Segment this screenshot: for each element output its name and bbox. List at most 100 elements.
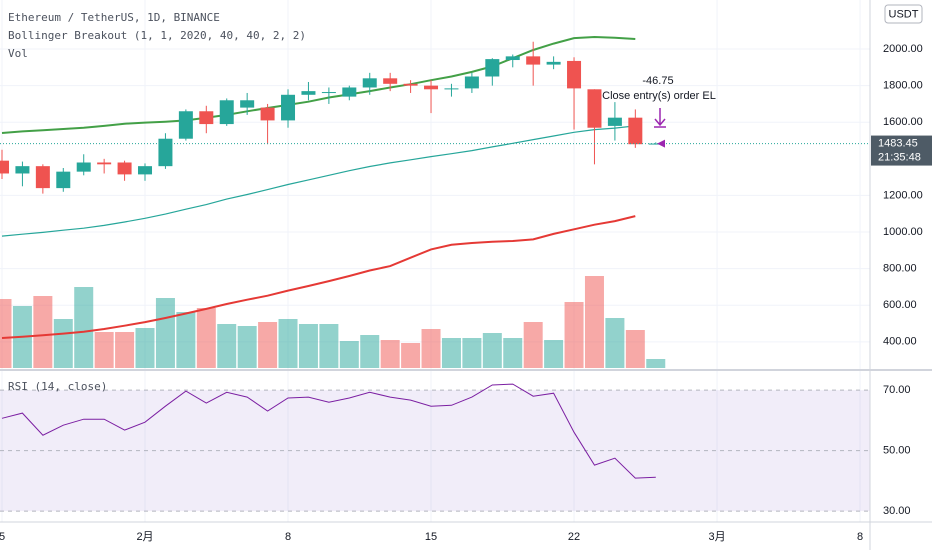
- candle-body: [505, 56, 520, 61]
- volume-bar: [115, 332, 135, 368]
- x-tick-label: 5: [0, 531, 5, 543]
- candle-body: [628, 117, 643, 145]
- candle-body: [424, 85, 439, 90]
- y-tick-label: 800.00: [883, 263, 917, 275]
- exit-arrow: [654, 108, 666, 128]
- volume-bar: [33, 296, 53, 368]
- currency-button[interactable]: [884, 4, 923, 24]
- candle-body: [97, 162, 112, 165]
- volume-bar: [605, 318, 625, 368]
- volume-bar: [53, 319, 73, 368]
- candle-body: [546, 61, 561, 65]
- volume-bar: [584, 276, 604, 368]
- candle-body: [301, 91, 316, 95]
- rsi-tick-label: 50.00: [883, 445, 911, 457]
- candle-body: [138, 166, 153, 175]
- volume-bar: [176, 312, 196, 368]
- volume-bar: [625, 330, 645, 368]
- volume-label: Vol: [8, 47, 28, 60]
- volume-bar: [401, 343, 421, 368]
- volume-bar: [360, 335, 380, 368]
- rsi-line: [1, 383, 656, 479]
- volume-bar: [196, 308, 216, 368]
- candle-body: [342, 87, 357, 97]
- candle-body: [0, 160, 9, 174]
- chart-title: Ethereum / TetherUS, 1D, BINANCE: [8, 11, 220, 24]
- y-tick-label: 600.00: [883, 299, 917, 311]
- candle-body: [35, 166, 50, 189]
- trade-profit: -46.75: [642, 75, 673, 87]
- candle-body: [240, 100, 255, 108]
- volume-bar: [155, 298, 175, 368]
- y-tick-label: 400.00: [883, 336, 917, 348]
- last-price-label: 1483.45: [878, 137, 918, 149]
- candle-body: [199, 111, 214, 125]
- countdown-label: 21:35:48: [878, 151, 921, 163]
- volume-bar: [237, 326, 257, 368]
- candle-body: [15, 166, 30, 174]
- x-tick-label: 2月: [136, 531, 153, 543]
- candle-body: [260, 107, 275, 121]
- volume-bar: [0, 299, 12, 368]
- last-price-box: [871, 135, 932, 166]
- volume-bar: [278, 319, 298, 368]
- volume-bar: [217, 324, 237, 368]
- band-line: [1, 125, 636, 237]
- y-tick-label: 1000.00: [883, 226, 923, 238]
- band-line: [1, 35, 636, 134]
- volume-bar: [564, 302, 584, 368]
- trade-label: Close entry(s) order EL: [602, 90, 716, 102]
- volume-bar: [74, 287, 94, 368]
- candle-body: [526, 56, 541, 65]
- volume-bar: [94, 332, 114, 368]
- candle-body: [648, 143, 663, 145]
- candle-body: [383, 78, 398, 84]
- volume-bar: [441, 338, 461, 368]
- band-line: [1, 215, 636, 339]
- candle-body: [444, 88, 459, 90]
- x-tick-label: 8: [857, 531, 863, 543]
- x-tick-label: 8: [285, 531, 291, 543]
- x-tick-label: 3月: [708, 531, 725, 543]
- volume-bar: [135, 328, 155, 368]
- volume-bar: [339, 341, 359, 368]
- y-tick-label: 1600.00: [883, 116, 923, 128]
- candle-body: [403, 83, 418, 86]
- candle-body: [362, 78, 377, 88]
- candle-body: [56, 171, 71, 189]
- candle-body: [464, 76, 479, 89]
- candle-body: [587, 89, 602, 128]
- y-tick-label: 1200.00: [883, 189, 923, 201]
- volume-bar: [523, 322, 543, 368]
- candle-body: [321, 92, 336, 94]
- volume-bar: [421, 329, 441, 368]
- volume-bar: [380, 340, 400, 368]
- volume-bar: [298, 324, 318, 368]
- candle-body: [117, 162, 132, 175]
- volume-bar: [258, 322, 278, 368]
- candle-body: [567, 60, 582, 89]
- volume-bar: [462, 338, 482, 368]
- volume-bar: [646, 359, 666, 368]
- currency-label[interactable]: USDT: [889, 8, 919, 20]
- candle-body: [219, 100, 234, 125]
- volume-bar: [482, 333, 502, 368]
- x-tick-label: 15: [425, 531, 437, 543]
- rsi-tick-label: 70.00: [883, 384, 911, 396]
- x-tick-label: 22: [568, 531, 580, 543]
- candle-body: [607, 117, 622, 126]
- volume-bar: [544, 340, 564, 368]
- candle-body: [485, 59, 500, 77]
- entry-marker: [657, 139, 665, 148]
- volume-bar: [503, 338, 523, 368]
- volume-bar: [319, 324, 339, 368]
- candle-body: [281, 94, 296, 121]
- candle-body: [178, 111, 193, 139]
- candle-body: [158, 138, 173, 167]
- y-tick-label: 2000.00: [883, 43, 923, 55]
- rsi-tick-label: 30.00: [883, 505, 911, 517]
- rsi-label: RSI (14, close): [8, 380, 107, 393]
- candle-body: [76, 162, 91, 172]
